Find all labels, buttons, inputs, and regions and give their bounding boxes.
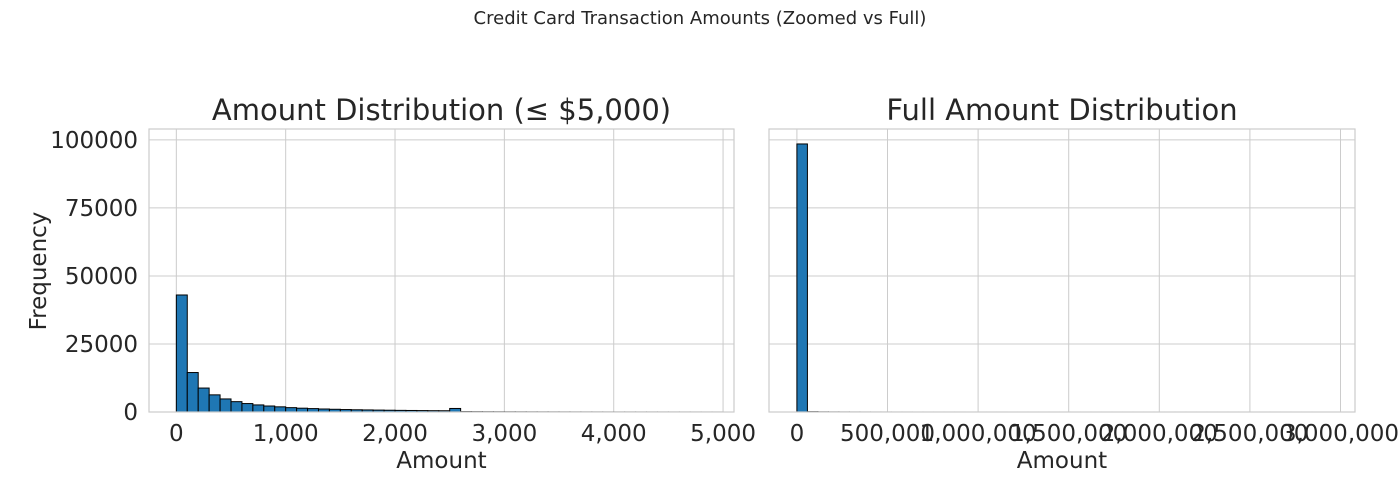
zoomed-histogram-bar [274,406,287,413]
y-tick-label: 50000 [65,264,138,290]
full-x-tick-label: 500,000 [840,421,935,447]
zoomed-gridlines [149,129,734,413]
zoomed-histogram-bar [197,387,210,413]
zoomed-histogram-axes: 0 1,000 2,000 3,000 4,000 5,000 0 25000 50000 75… [26,93,756,474]
zoomed-x-tick-label: 0 [169,421,184,447]
full-axes-frame [768,128,1356,413]
zoomed-chart-title: Amount Distribution (≤ $5,000) [212,93,671,127]
zoomed-x-tick-label: 5,000 [690,421,756,447]
zoomed-histogram-bar [186,372,199,413]
zoomed-x-tick-label: 4,000 [581,421,647,447]
zoomed-histogram-bar [219,398,232,413]
y-tick-label: 0 [123,400,138,426]
zoomed-x-tick-labels: 0 1,000 2,000 3,000 4,000 5,000 [169,421,756,447]
zoomed-histogram-bar [263,405,276,413]
full-x-tick-label: 2,500,000 [1191,421,1308,447]
full-x-tick-label: 3,000,000 [1282,421,1399,447]
zoomed-x-tick-label: 2,000 [362,421,428,447]
y-tick-label: 100000 [50,128,138,154]
zoomed-histogram-bar [252,404,265,413]
y-tick-label: 25000 [65,332,138,358]
full-gridlines [769,129,1355,413]
full-x-tick-label: 1,000,000 [920,421,1037,447]
zoomed-x-tick-label: 1,000 [253,421,319,447]
full-x-tick-label: 2,000,000 [1101,421,1218,447]
full-x-axis-label: Amount [1017,448,1107,474]
full-x-tick-labels: 0 500,0001,000,0001,500,0002,000,0002,500… [790,421,1399,447]
full-x-tick-label: 0 [790,421,805,447]
zoomed-histogram-bar [208,394,221,413]
y-tick-label: 75000 [65,196,138,222]
full-histogram-bars [796,143,1323,413]
zoomed-x-tick-label: 3,000 [471,421,537,447]
y-axis-label: Frequency [26,212,52,331]
zoomed-histogram-bar [230,401,243,413]
full-histogram-axes: 0 500,0001,000,0001,500,0002,000,0002,500… [768,93,1399,474]
zoomed-axes-frame [148,128,735,413]
zoomed-y-tick-labels: 0 25000 50000 75000 100000 [50,128,138,426]
zoomed-histogram-bar [241,403,254,413]
zoomed-histogram-bar [175,294,188,413]
full-chart-title: Full Amount Distribution [886,93,1237,127]
zoomed-histogram-bars [175,294,724,413]
zoomed-histogram-bar [285,407,298,413]
zoomed-x-axis-label: Amount [396,448,486,474]
figure-suptitle: Credit Card Transaction Amounts (Zoomed … [474,8,927,29]
full-x-tick-label: 1,500,000 [1010,421,1127,447]
full-histogram-bar [796,143,808,413]
